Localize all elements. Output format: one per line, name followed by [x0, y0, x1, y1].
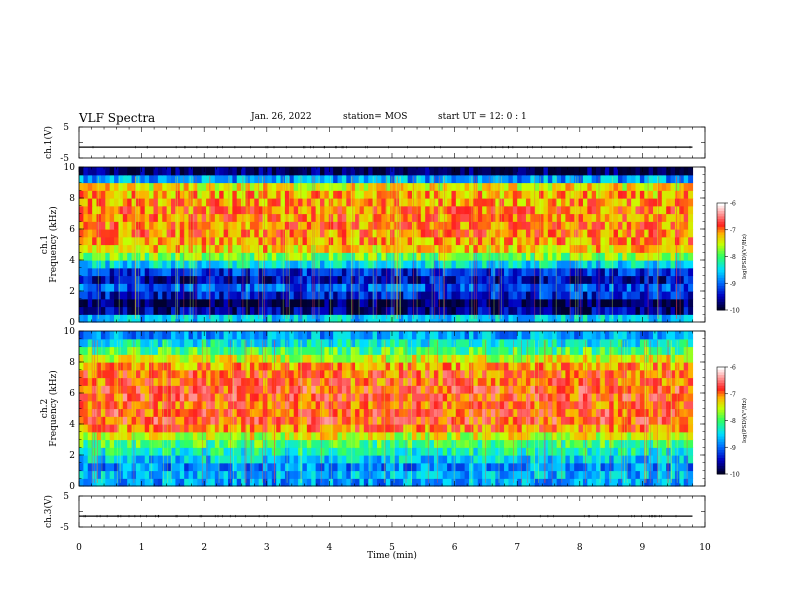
wave3-ytick: 5 — [63, 492, 69, 502]
spec1-ytick: 2 — [69, 287, 75, 297]
spec2-colorbar-tick: -10 — [730, 472, 740, 479]
spec2-colorbar-tick: -6 — [730, 365, 736, 372]
xtick-label: 4 — [327, 543, 333, 553]
xtick-label: 5 — [389, 543, 395, 553]
spec1-ytick: 4 — [69, 256, 75, 266]
spec2-ytick: 8 — [69, 358, 75, 368]
chart-title: VLF Spectra — [79, 111, 156, 125]
spec1-colorbar: -6 -7 -8 -9 -10 log(PSD)(V²/Hz) — [716, 201, 748, 315]
spec1-ytick: 0 — [69, 318, 75, 328]
spec1-ylabel: ch.1 — [40, 235, 50, 254]
xtick-label: 6 — [452, 543, 458, 553]
spec1-ytick: 10 — [64, 163, 76, 173]
spec2-colorbar-tick: -9 — [730, 445, 736, 452]
spec1-ytick: 6 — [69, 225, 75, 235]
spec1-colorbar-tick: -8 — [730, 254, 736, 261]
xtick-label: 7 — [514, 543, 520, 553]
spec2-panel: -6 -7 -8 -9 -10 log(PSD)(V²/Hz) 0 2 4 6 8 10 ch.2 Fre… — [40, 327, 748, 492]
spec1-colorbar-tick: -9 — [730, 281, 736, 288]
station-label: station= MOS — [343, 112, 408, 122]
xtick-label: 1 — [139, 543, 145, 553]
spec2-colorbar: -6 -7 -8 -9 -10 log(PSD)(V²/Hz) — [716, 365, 748, 479]
spec2-ytick: 6 — [69, 389, 75, 399]
xtick-label: 10 — [699, 543, 711, 553]
spec1-colorbar-tick: -7 — [730, 227, 736, 234]
spec2-ytick: 4 — [69, 420, 75, 430]
spec2-colorbar-label: log(PSD)(V²/Hz) — [741, 398, 748, 443]
xtick-label: 0 — [76, 543, 82, 553]
spec2-ytick: 0 — [69, 482, 75, 492]
wave1-ylabel: ch.1(V) — [43, 126, 54, 159]
x-axis-label: Time (min) — [367, 550, 417, 561]
spec2-ytick: 2 — [69, 451, 75, 461]
xtick-label: 8 — [577, 543, 583, 553]
spec1-colorbar-tick: -6 — [730, 201, 736, 208]
wave3-ytick: -5 — [60, 523, 69, 533]
spec1-colorbar-tick: -10 — [730, 308, 740, 315]
spec2-image — [79, 331, 694, 487]
spec2-ylabel: ch.2 — [40, 399, 50, 418]
xtick-label: 9 — [640, 543, 646, 553]
start-ut-label: start UT = 12: 0 : 1 — [438, 112, 527, 122]
wave1-panel: 5 -5 ch.1(V) — [43, 123, 706, 164]
spec2-ytick: 10 — [64, 327, 76, 337]
date-label: Jan. 26, 2022 — [251, 112, 312, 122]
spec1-colorbar-label: log(PSD)(V²/Hz) — [741, 234, 748, 279]
spec2-colorbar-tick: -8 — [730, 418, 736, 425]
spec1-image — [79, 167, 694, 323]
wave3-ylabel: ch.3(V) — [43, 495, 54, 528]
spec2-ylabel: Frequency (kHz) — [48, 370, 59, 447]
wave3-panel: 5 -5 ch.3(V) — [43, 492, 706, 533]
spec1-ylabel: Frequency (kHz) — [48, 206, 59, 283]
spec1-panel: -6 -7 -8 -9 -10 log(PSD)(V²/Hz) 0 2 4 6 8 10 ch.1 Fre… — [40, 163, 748, 328]
xtick-label: 2 — [201, 543, 207, 553]
spec1-ytick: 8 — [69, 194, 75, 204]
spec2-colorbar-tick: -7 — [730, 391, 736, 398]
xtick-label: 3 — [264, 543, 270, 553]
wave1-ytick: 5 — [63, 123, 69, 133]
wave1-ytick: -5 — [60, 154, 69, 164]
